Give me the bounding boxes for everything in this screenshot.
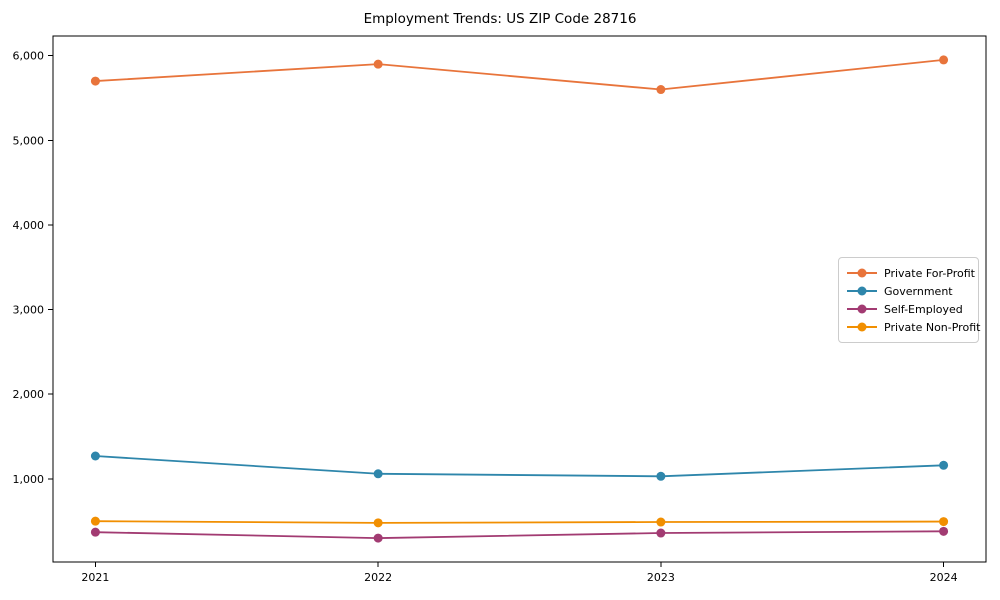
y-tick-label: 3,000 <box>13 304 45 317</box>
data-point-government-2021 <box>90 451 100 461</box>
data-point-private-non-profit-2023 <box>656 517 666 527</box>
legend-entry: Private For-Profit <box>847 264 975 282</box>
data-point-private-for-profit-2023 <box>656 85 666 95</box>
data-point-self-employed-2023 <box>656 528 666 538</box>
data-point-private-non-profit-2021 <box>90 516 100 526</box>
axes-spines <box>52 35 987 563</box>
data-point-private-for-profit-2024 <box>939 55 949 65</box>
y-tick-label: 4,000 <box>13 219 45 232</box>
data-point-private-non-profit-2024 <box>939 517 949 527</box>
data-point-private-for-profit-2022 <box>373 59 383 69</box>
legend-entry: Self-Employed <box>847 300 970 318</box>
y-tick-label: 5,000 <box>13 134 45 147</box>
data-point-private-non-profit-2022 <box>373 518 383 528</box>
legend: Private For-Profit Government Self-Employe… <box>838 257 980 343</box>
chart-title: Employment Trends: US ZIP Code 28716 <box>363 11 637 27</box>
x-tick-label: 2023 <box>647 571 675 584</box>
legend-label: Private Non-Profit <box>884 320 981 334</box>
data-point-self-employed-2021 <box>90 527 100 537</box>
data-point-private-for-profit-2021 <box>90 76 100 86</box>
series-line-private-non-profit <box>95 520 944 524</box>
series-line-self-employed <box>95 530 944 539</box>
legend-line-marker-icon <box>847 304 877 314</box>
series-line-private-for-profit <box>95 59 944 91</box>
legend-line-marker-icon <box>847 268 877 278</box>
legend-label: Self-Employed <box>884 302 963 316</box>
y-tick-label: 6,000 <box>13 50 45 63</box>
legend-entry: Private Non-Profit <box>847 318 980 336</box>
y-tick-label: 2,000 <box>13 388 45 401</box>
x-tick-label: 2022 <box>364 571 392 584</box>
data-point-government-2022 <box>373 469 383 479</box>
data-point-government-2024 <box>939 460 949 470</box>
data-point-self-employed-2022 <box>373 533 383 543</box>
legend-label: Government <box>884 284 953 298</box>
legend-line-marker-icon <box>847 322 877 332</box>
series-line-government <box>95 455 944 478</box>
data-point-self-employed-2024 <box>939 526 949 536</box>
legend-line-marker-icon <box>847 286 877 296</box>
x-tick-label: 2024 <box>930 571 958 584</box>
legend-label: Private For-Profit <box>884 266 975 280</box>
x-tick-label: 2021 <box>81 571 109 584</box>
legend-entry: Government <box>847 282 970 300</box>
y-tick-label: 1,000 <box>13 473 45 486</box>
data-point-government-2023 <box>656 471 666 481</box>
